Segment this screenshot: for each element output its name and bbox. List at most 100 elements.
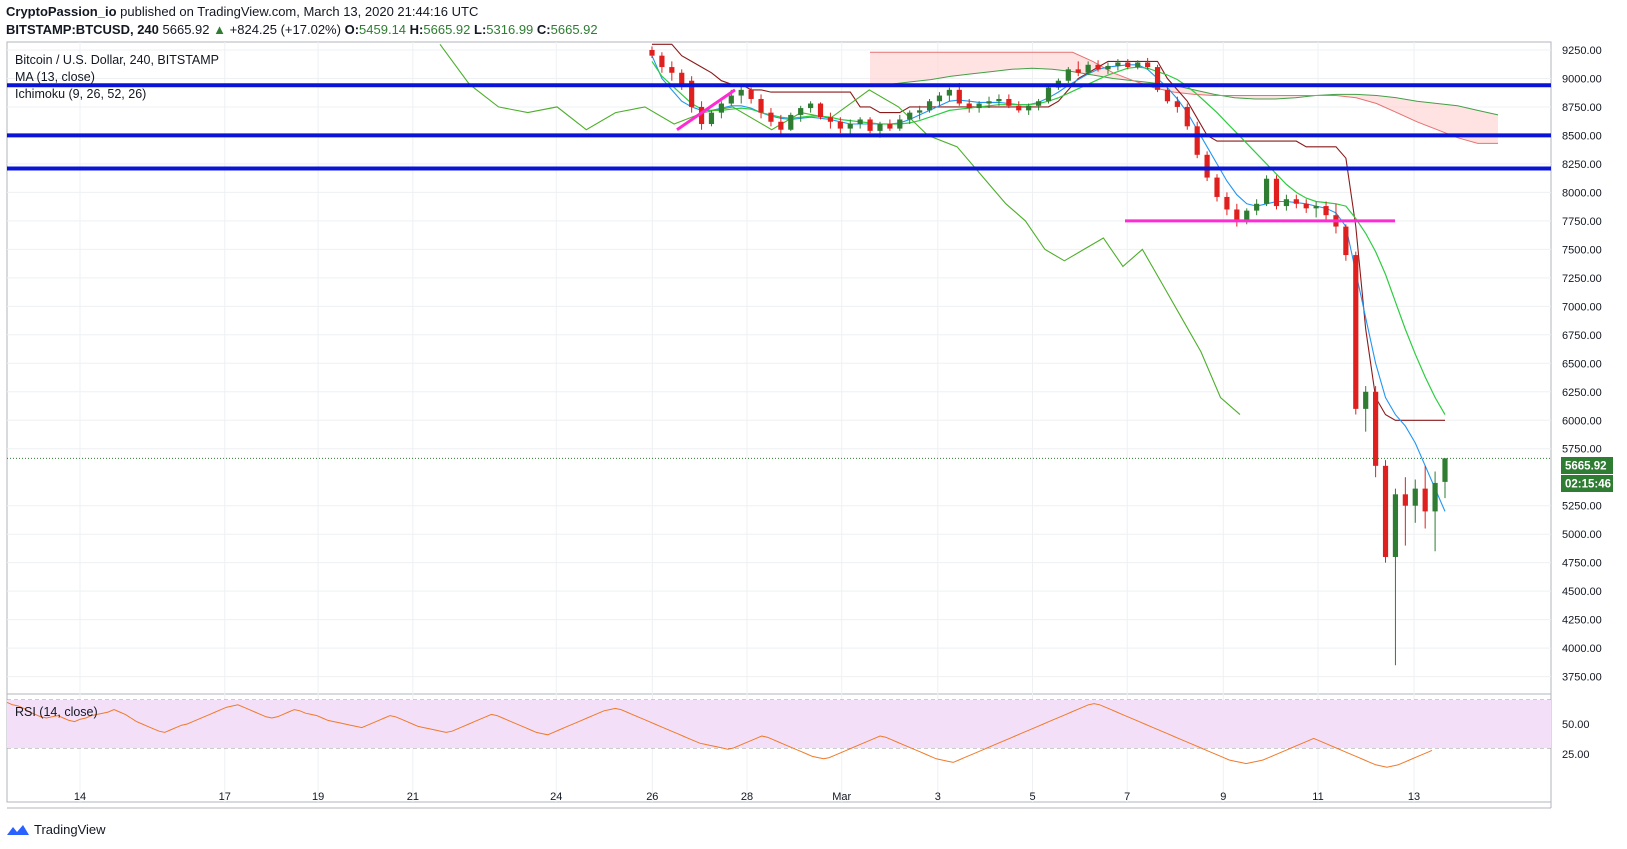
candle-body xyxy=(1244,210,1250,220)
candle-body xyxy=(827,117,834,122)
candle-body xyxy=(708,112,715,125)
candle-body xyxy=(1105,65,1111,70)
candle xyxy=(1204,151,1210,181)
candle-body xyxy=(728,95,734,104)
price-tick-label: 7000.00 xyxy=(1562,301,1602,313)
candle-body xyxy=(1224,196,1230,210)
candle-body xyxy=(837,121,843,129)
tradingview-logo-icon xyxy=(7,824,29,835)
candle-body xyxy=(718,103,724,113)
candle-body xyxy=(1026,105,1032,111)
candle xyxy=(1442,458,1448,499)
price-tick-label: 6000.00 xyxy=(1562,415,1602,427)
candle-body xyxy=(1323,206,1329,216)
price-tick-label: 5250.00 xyxy=(1562,501,1602,513)
candle-body xyxy=(1234,209,1240,220)
time-tick-label: Mar xyxy=(832,791,851,803)
candle-body xyxy=(1154,67,1161,90)
candle xyxy=(1234,203,1240,227)
candle xyxy=(1045,84,1052,104)
candle-body xyxy=(817,103,824,118)
price-tag-text: 5665.92 xyxy=(1565,461,1607,473)
candle xyxy=(996,94,1002,106)
candle xyxy=(1422,465,1428,529)
candle xyxy=(1075,61,1081,77)
candle-body xyxy=(679,72,685,85)
candle-body xyxy=(1016,105,1022,111)
candle xyxy=(1125,59,1131,70)
ichimoku-cloud xyxy=(870,51,1499,144)
candle xyxy=(1135,60,1141,70)
candle-body xyxy=(1303,203,1309,209)
candle-body xyxy=(1382,465,1389,557)
candle xyxy=(808,101,814,113)
candle-body xyxy=(857,119,863,125)
candle-body xyxy=(996,98,1002,102)
price-tick-label: 4250.00 xyxy=(1562,615,1602,627)
time-tick-label: 28 xyxy=(741,791,753,803)
axes: 9250.00 9000.00 8750.00 8500.00 8250.00 8000.… xyxy=(74,45,1602,803)
candle-body xyxy=(1006,98,1012,106)
candle xyxy=(1343,224,1349,261)
price-tick-label: 3750.00 xyxy=(1562,672,1602,684)
price-tick-label: 4000.00 xyxy=(1562,643,1602,655)
rsi-band xyxy=(7,700,1551,748)
price-tick-label: 9000.00 xyxy=(1562,73,1602,85)
candle-body xyxy=(907,112,913,120)
candle xyxy=(1164,87,1171,104)
candle xyxy=(798,105,804,122)
candle xyxy=(837,117,843,134)
candle-body xyxy=(1363,391,1369,409)
candle xyxy=(1353,251,1359,415)
time-tick-label: 26 xyxy=(646,791,658,803)
candle xyxy=(946,87,952,102)
candle-body xyxy=(926,101,933,111)
kijun-line xyxy=(652,43,1445,421)
candle xyxy=(867,117,873,134)
senkou-a-line xyxy=(870,67,1499,116)
candle-body xyxy=(877,124,883,131)
candle xyxy=(1363,386,1369,432)
time-tick-label: 24 xyxy=(550,791,562,803)
close-value: 5665.92 xyxy=(550,22,598,37)
time-tick-label: 9 xyxy=(1220,791,1226,803)
candle xyxy=(718,101,724,119)
candle-body xyxy=(738,89,744,96)
candle-body xyxy=(1373,391,1379,466)
rsi-line xyxy=(6,701,1433,768)
candle xyxy=(897,114,903,131)
candle-body xyxy=(1174,101,1180,107)
candle xyxy=(1016,101,1022,113)
candle-body xyxy=(1313,206,1319,209)
price-tick-label: 8250.00 xyxy=(1562,159,1602,171)
candle-body xyxy=(946,89,952,96)
candle xyxy=(1392,488,1399,666)
price-tick-label: 6250.00 xyxy=(1562,387,1602,399)
candle xyxy=(788,112,794,131)
candle xyxy=(1402,477,1408,546)
candle xyxy=(966,98,972,113)
candle-body xyxy=(1204,154,1210,178)
low-label: L: xyxy=(474,22,487,37)
senkou-b-line xyxy=(870,51,1498,144)
candle xyxy=(1184,103,1190,130)
candle xyxy=(1432,471,1438,552)
author-name[interactable]: CryptoPassion_io xyxy=(6,4,117,19)
price-tick-label: 8000.00 xyxy=(1562,187,1602,199)
candle-body xyxy=(1214,177,1220,197)
candle xyxy=(847,119,853,136)
candle-body xyxy=(659,55,665,68)
candle xyxy=(926,98,933,113)
candle-body xyxy=(788,114,794,130)
candle xyxy=(1065,67,1071,84)
candles xyxy=(649,46,1448,666)
candle xyxy=(649,46,655,58)
brand-label: TradingView xyxy=(34,822,106,837)
candle xyxy=(1214,174,1220,202)
chart-title: Bitcoin / U.S. Dollar, 240, BITSTAMP xyxy=(15,53,219,67)
tradingview-footer[interactable]: TradingView xyxy=(6,822,106,837)
candle xyxy=(1145,57,1151,70)
candle xyxy=(1105,62,1111,74)
candle xyxy=(738,86,744,104)
